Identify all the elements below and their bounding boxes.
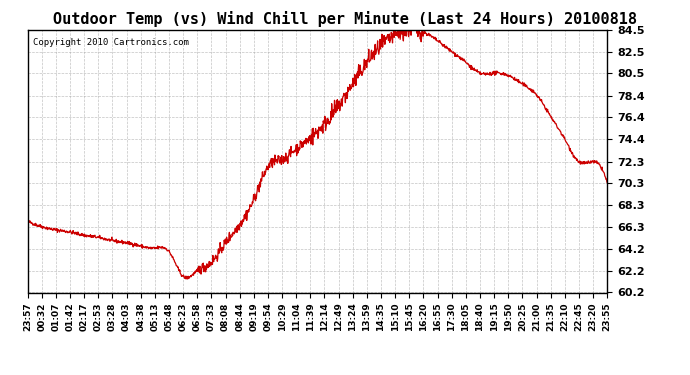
Text: Copyright 2010 Cartronics.com: Copyright 2010 Cartronics.com — [33, 38, 189, 47]
Text: Outdoor Temp (vs) Wind Chill per Minute (Last 24 Hours) 20100818: Outdoor Temp (vs) Wind Chill per Minute … — [53, 11, 637, 27]
